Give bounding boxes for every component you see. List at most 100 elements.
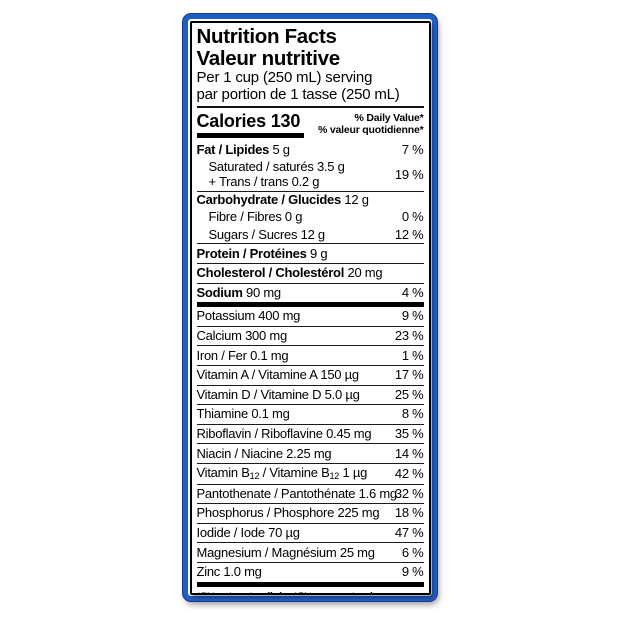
daily-value-english: % Daily Value* bbox=[354, 111, 424, 124]
daily-value-block: % Daily Value* % valeur quotidienne* bbox=[318, 112, 424, 137]
row-iron: Iron / Fer 0.1 mg 1 % bbox=[196, 346, 424, 366]
row-line: Sugars / Sucres 12 g bbox=[208, 226, 326, 243]
row-line: Fibre / Fibres 0 g bbox=[209, 210, 303, 225]
row-percent: 25 % bbox=[394, 386, 424, 402]
title-english: Nutrition Facts bbox=[196, 24, 337, 48]
row-phosphorus: Phosphorus / Phosphore 225 mg 18 % bbox=[196, 504, 424, 524]
footnote-text: , 15% or more is bbox=[287, 590, 361, 593]
row-vitamin-a: Vitamin A / Vitamine A 150 µg 17 % bbox=[196, 366, 424, 386]
title-french: Valeur nutritive bbox=[196, 46, 341, 70]
row-line: Cholesterol / Cholestérol 20 mg bbox=[197, 266, 383, 281]
footnotes: *5% or less is a little, 15% or more is … bbox=[197, 587, 424, 593]
row-label: Fat / Lipides 5 g bbox=[196, 142, 291, 158]
row-text: 12 g bbox=[341, 192, 369, 208]
row-label: Thiamine 0.1 mg bbox=[197, 407, 290, 422]
row-text: Saturated / saturés 3.5 g bbox=[208, 159, 345, 175]
row-percent: 23 % bbox=[394, 328, 424, 344]
row-line: Thiamine 0.1 mg bbox=[197, 407, 290, 422]
row-riboflavin: Riboflavin / Riboflavine 0.45 mg 35 % bbox=[196, 425, 424, 445]
row-percent: 8 % bbox=[401, 406, 424, 422]
row-text: Potassium 400 mg bbox=[196, 308, 301, 324]
row-label: Phosphorus / Phosphore 225 mg bbox=[197, 506, 380, 521]
row-percent: 42 % bbox=[394, 465, 424, 481]
row-text: Vitamin B bbox=[196, 465, 250, 481]
row-text: Sodium bbox=[196, 284, 243, 300]
row-text: Phosphorus / Phosphore 225 mg bbox=[196, 505, 380, 521]
footnote-text: a lot bbox=[361, 590, 381, 593]
row-percent: 18 % bbox=[394, 505, 424, 521]
row-line: Potassium 400 mg bbox=[197, 309, 301, 324]
row-text: Zinc 1.0 mg bbox=[196, 564, 262, 580]
daily-value-french: % valeur quotidienne* bbox=[318, 124, 424, 136]
footnote-english: *5% or less is a little, 15% or more is … bbox=[197, 590, 394, 593]
row-sugars: Sugars / Sucres 12 g 12 % bbox=[196, 226, 424, 245]
row-label: Carbohydrate / Glucides 12 g bbox=[197, 192, 369, 208]
row-magnesium: Magnesium / Magnésium 25 mg 6 % bbox=[196, 543, 424, 563]
row-label: Cholesterol / Cholestérol 20 mg bbox=[197, 266, 383, 281]
row-text: Iron / Fer 0.1 mg bbox=[196, 347, 289, 363]
row-carbohydrate: Carbohydrate / Glucides 12 g bbox=[197, 192, 424, 209]
row-percent: 7 % bbox=[401, 142, 424, 158]
row-thiamine: Thiamine 0.1 mg 8 % bbox=[196, 405, 424, 425]
row-label: Zinc 1.0 mg bbox=[196, 564, 262, 580]
row-text: / Vitamine B bbox=[259, 465, 330, 481]
divider-line bbox=[196, 105, 424, 108]
row-label: Iodide / Iode 70 µg bbox=[197, 525, 300, 541]
row-label: Magnesium / Magnésium 25 mg bbox=[197, 545, 375, 561]
row-text: Fat / Lipides bbox=[196, 142, 270, 158]
row-text: Pantothenate / Pantothénate 1.6 mg bbox=[196, 485, 398, 501]
row-text: 20 mg bbox=[344, 265, 383, 281]
row-percent: 17 % bbox=[394, 367, 424, 383]
row-label: Niacin / Niacine 2.25 mg bbox=[197, 446, 332, 462]
row-percent: 12 % bbox=[394, 226, 424, 242]
row-percent: 14 % bbox=[394, 445, 424, 461]
row-text: Protein / Protéines bbox=[196, 245, 307, 261]
row-percent: 9 % bbox=[401, 564, 424, 580]
row-sodium: Sodium 90 mg 4 % bbox=[196, 284, 424, 308]
label-body: Nutrition Facts Valeur nutritive Per 1 c… bbox=[189, 20, 431, 595]
row-line: Iron / Fer 0.1 mg bbox=[196, 347, 289, 364]
calories-underline-bar bbox=[196, 133, 304, 138]
nutrition-facts-label: Nutrition Facts Valeur nutritive Per 1 c… bbox=[183, 14, 437, 601]
footnote-text: *5% or less is bbox=[197, 590, 259, 593]
serving-size-english: Per 1 cup (250 mL) serving bbox=[196, 69, 373, 86]
row-fibre: Fibre / Fibres 0 g 0 % bbox=[197, 209, 424, 226]
row-text: 12 bbox=[249, 471, 260, 482]
row-text: Sugars / Sucres 12 g bbox=[208, 226, 326, 242]
row-label: Vitamin B12 / Vitamine B12 1 µg bbox=[196, 465, 368, 482]
row-percent: 47 % bbox=[394, 525, 424, 541]
row-text: 1 µg bbox=[339, 465, 368, 481]
row-text: Thiamine 0.1 mg bbox=[196, 406, 290, 422]
row-vitamin-d: Vitamin D / Vitamine D 5.0 µg 25 % bbox=[196, 386, 424, 406]
row-text: Riboflavin / Riboflavine 0.45 mg bbox=[196, 426, 372, 442]
row-line: Vitamin D / Vitamine D 5.0 µg bbox=[196, 386, 360, 403]
row-percent: 0 % bbox=[401, 209, 424, 225]
row-text: + Trans / trans 0.2 g bbox=[208, 173, 320, 189]
row-percent: 1 % bbox=[401, 347, 424, 363]
footnote-text: a little bbox=[259, 590, 287, 593]
row-vitamin-b12: Vitamin B12 / Vitamine B12 1 µg 42 % bbox=[196, 464, 424, 485]
row-text: 9 g bbox=[306, 245, 328, 261]
row-line: Riboflavin / Riboflavine 0.45 mg bbox=[196, 426, 372, 442]
row-percent: 6 % bbox=[401, 544, 424, 560]
serving-size-french: par portion de 1 tasse (250 mL) bbox=[196, 85, 400, 103]
row-text: 12 bbox=[329, 471, 340, 482]
row-saturated-trans: Saturated / saturés 3.5 g + Trans / trans… bbox=[196, 159, 424, 192]
row-potassium: Potassium 400 mg 9 % bbox=[196, 307, 424, 327]
row-line: Saturated / saturés 3.5 g bbox=[209, 160, 345, 175]
row-protein: Protein / Protéines 9 g bbox=[196, 244, 424, 264]
row-line: Vitamin B12 / Vitamine B12 1 µg bbox=[196, 465, 368, 482]
row-iodide: Iodide / Iode 70 µg 47 % bbox=[196, 524, 424, 544]
row-fat: Fat / Lipides 5 g 7 % bbox=[197, 142, 424, 159]
row-text: 5 g bbox=[269, 142, 290, 158]
row-label: Saturated / saturés 3.5 g + Trans / trans… bbox=[197, 160, 345, 189]
row-line: Pantothenate / Pantothénate 1.6 mg bbox=[197, 486, 398, 502]
row-label: Sugars / Sucres 12 g bbox=[197, 226, 326, 243]
row-zinc: Zinc 1.0 mg 9 % bbox=[196, 563, 424, 587]
calories-block: Calories 130 bbox=[196, 111, 304, 138]
row-text: Vitamin A / Vitamine A 150 µg bbox=[196, 367, 360, 383]
row-text: Vitamin D / Vitamine D 5.0 µg bbox=[196, 386, 360, 402]
row-percent: 9 % bbox=[401, 308, 424, 324]
row-label: Calcium 300 mg bbox=[197, 328, 288, 344]
row-label: Vitamin D / Vitamine D 5.0 µg bbox=[196, 386, 360, 403]
